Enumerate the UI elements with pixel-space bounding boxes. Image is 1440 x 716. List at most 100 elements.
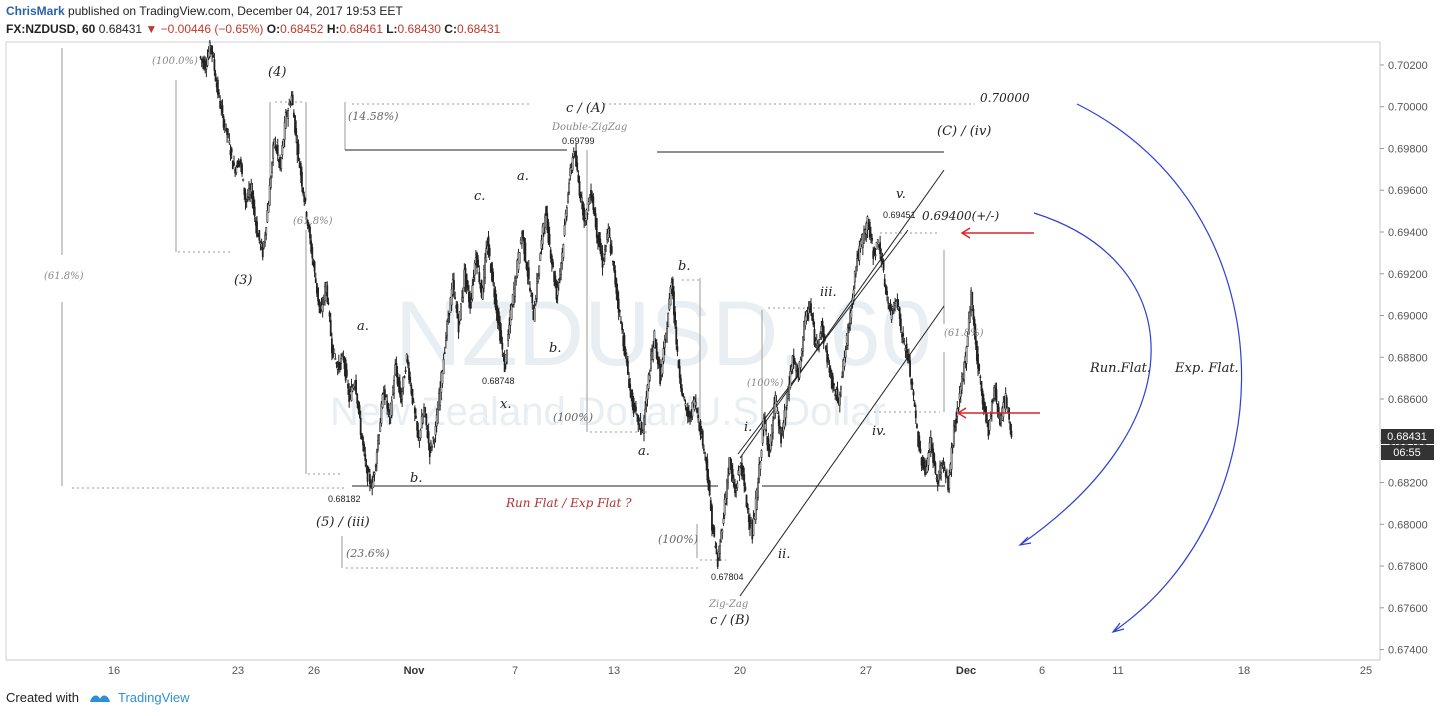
- candle-body: [772, 420, 774, 434]
- candle-body: [735, 488, 738, 492]
- candle-body: [623, 335, 626, 356]
- candle-body: [919, 448, 922, 454]
- candle-body: [280, 157, 283, 169]
- candle-body: [235, 166, 238, 174]
- candle-body: [776, 410, 779, 414]
- price-axis[interactable]: 0.70200 0.70000 0.69800 0.69600 0.69400 0.692…: [1380, 60, 1428, 657]
- candlestick-series[interactable]: [199, 40, 1013, 570]
- wave-label: iv.: [872, 424, 886, 439]
- candle-body: [841, 376, 844, 378]
- x-tick-label: 26: [308, 665, 320, 677]
- candle-body: [261, 244, 264, 258]
- candle-body: [879, 242, 882, 255]
- candle-body: [385, 395, 387, 398]
- candle-body: [1002, 402, 1005, 418]
- candle-body: [647, 374, 650, 389]
- level-label: 0.69799: [562, 136, 595, 146]
- candle-body: [362, 436, 364, 446]
- candle-body: [929, 437, 932, 452]
- candle-body: [662, 348, 665, 362]
- candle-body: [886, 290, 888, 296]
- candle-body: [222, 116, 225, 128]
- candle-body: [732, 482, 735, 487]
- candle-body: [269, 178, 272, 188]
- candle-body: [912, 391, 915, 396]
- symbol-label[interactable]: FX:NZDUSD, 60: [6, 22, 96, 36]
- candle-body: [913, 402, 916, 407]
- candle-body: [199, 56, 202, 59]
- candle-body: [273, 138, 276, 148]
- candle-body: [803, 321, 806, 340]
- candle-body: [729, 457, 732, 468]
- candle-body: [602, 260, 605, 265]
- candle-body: [406, 359, 409, 365]
- candle-body: [295, 128, 298, 137]
- candle-body: [562, 244, 565, 258]
- candle-body: [935, 477, 938, 480]
- candle-body: [601, 252, 604, 268]
- candle-body: [882, 261, 885, 271]
- candle-body: [674, 311, 677, 326]
- tradingview-link[interactable]: TradingView: [118, 690, 190, 705]
- candle-body: [560, 262, 562, 276]
- candle-body: [527, 267, 530, 280]
- candle-body: [821, 320, 824, 330]
- candle-body: [419, 429, 422, 439]
- candle-body: [658, 357, 660, 366]
- level-label: 0.68182: [328, 494, 361, 504]
- candle-body: [375, 452, 378, 465]
- candle-body: [264, 234, 266, 243]
- x-tick-label: 18: [1238, 665, 1250, 677]
- candle-body: [454, 297, 457, 299]
- price-chart[interactable]: NZDUSD, 60 New Zealand Dollar/U.S. Dolla…: [0, 40, 1440, 684]
- candle-body: [272, 144, 275, 159]
- candle-body: [329, 319, 332, 336]
- candle-body: [576, 162, 579, 171]
- candle-body: [572, 151, 575, 157]
- candle-body: [1010, 430, 1013, 437]
- candle-body: [366, 465, 369, 482]
- candle-body: [823, 337, 826, 342]
- candle-body: [265, 227, 268, 235]
- candle-body: [446, 321, 448, 337]
- candle-body: [305, 211, 308, 221]
- candle-body: [291, 94, 294, 106]
- candle-body: [415, 415, 417, 419]
- candle-body: [450, 288, 453, 306]
- candle-body: [933, 453, 936, 464]
- structure-label: Zig-Zag: [708, 599, 748, 610]
- candle-body: [853, 271, 856, 283]
- candle-body: [613, 261, 615, 271]
- candle-body: [561, 252, 564, 264]
- fib-label: (100%): [658, 533, 698, 546]
- candle-body: [727, 475, 729, 483]
- candle-body: [758, 463, 761, 480]
- candle-body: [937, 471, 940, 481]
- wave-label: c / (A): [566, 101, 605, 116]
- candle-body: [411, 388, 414, 404]
- candle-body: [783, 409, 786, 428]
- candle-body: [226, 128, 228, 135]
- candle-body: [439, 387, 442, 406]
- candle-body: [974, 331, 977, 345]
- candle-body: [799, 359, 802, 368]
- author-link[interactable]: ChrisMark: [6, 4, 65, 18]
- horizontal-levels: [345, 149, 945, 487]
- bar-countdown: 06:55: [1393, 447, 1421, 459]
- candle-body: [711, 505, 713, 531]
- time-axis[interactable]: 16 23 26 Nov 7 13 20 27 Dec 6 11 18 25: [6, 659, 1380, 677]
- candle-body: [393, 380, 395, 394]
- candle-body: [213, 59, 216, 71]
- candle-body: [302, 187, 304, 194]
- candle-body: [856, 258, 858, 268]
- candle-body: [545, 206, 548, 216]
- low-value: 0.68430: [397, 22, 441, 36]
- level-label: 0.69451: [883, 210, 916, 220]
- candle-body: [813, 329, 816, 346]
- candle-body: [721, 529, 724, 533]
- x-tick-label: Dec: [956, 665, 976, 677]
- candle-body: [852, 289, 855, 301]
- candle-body: [785, 392, 788, 406]
- candle-body: [874, 254, 877, 257]
- candle-body: [829, 368, 832, 373]
